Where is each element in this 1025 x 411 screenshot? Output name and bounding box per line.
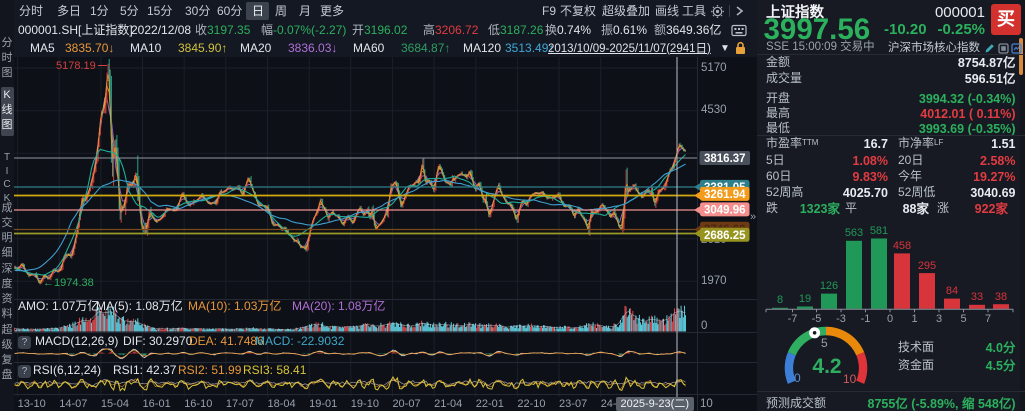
svg-text:3049.96: 3049.96: [704, 204, 746, 216]
svg-text:3261.94: 3261.94: [704, 189, 746, 201]
svg-text:3816.37: 3816.37: [704, 153, 746, 165]
svg-text:2686.25: 2686.25: [704, 230, 746, 242]
